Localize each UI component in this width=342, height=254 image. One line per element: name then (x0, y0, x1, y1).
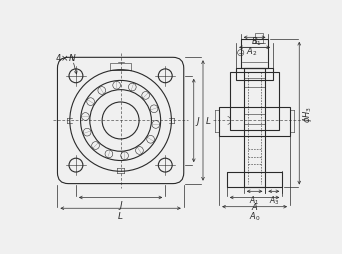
Text: J: J (196, 117, 199, 125)
Bar (230, 73, 279, 130)
Text: $A_1$: $A_1$ (249, 194, 260, 206)
Bar (110, 64, 131, 70)
Text: $A_2$: $A_2$ (246, 46, 257, 58)
Text: L: L (118, 211, 123, 220)
Bar (236, 69, 273, 80)
Text: $B_1$: $B_1$ (251, 36, 262, 48)
Bar (241, 40, 268, 69)
Text: $A_3$: $A_3$ (268, 194, 279, 206)
Text: $A$: $A$ (251, 200, 259, 211)
Text: J: J (119, 200, 122, 209)
Text: $4{\times}N$: $4{\times}N$ (55, 52, 77, 63)
Bar (227, 172, 282, 188)
Bar (219, 107, 290, 136)
Bar (255, 34, 263, 44)
Text: $\phi H_3$: $\phi H_3$ (301, 105, 314, 122)
Text: L: L (205, 117, 210, 125)
Bar (244, 69, 265, 188)
Text: $A_0$: $A_0$ (249, 209, 260, 222)
